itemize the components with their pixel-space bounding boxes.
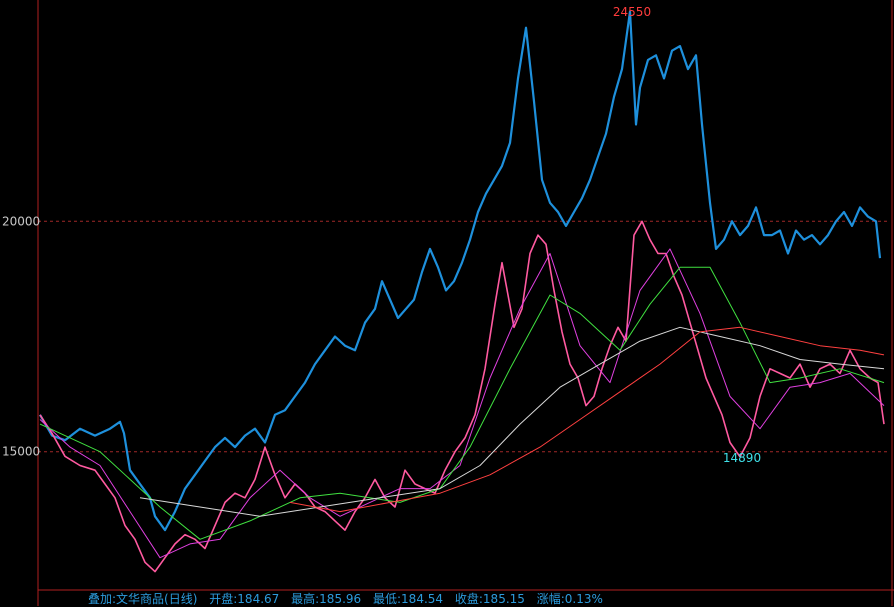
series-line-ma-mid [39, 266, 885, 540]
status-bar: 叠加:文华商品(日线) 开盘:184.67 最高:185.96 最低:184.5… [88, 590, 611, 606]
series-line-ma-short [39, 248, 885, 559]
overlay-name: 叠加:文华商品(日线) [88, 592, 198, 606]
low-annotation: 14890 [723, 451, 761, 465]
high-value: 最高:185.96 [291, 592, 362, 606]
series-line-ma-long [139, 326, 885, 517]
y-tick-labels: 15000 20000 [2, 214, 40, 458]
change-value: 涨幅:0.13% [536, 592, 603, 606]
grid-lines [38, 220, 890, 453]
y-tick-label: 20000 [2, 214, 40, 228]
open-value: 开盘:184.67 [209, 592, 280, 606]
low-value: 最低:184.54 [373, 592, 444, 606]
y-tick-label: 15000 [2, 445, 40, 459]
series-line-ma-longest [289, 326, 885, 513]
close-value: 收盘:185.15 [454, 592, 525, 606]
high-annotation: 24550 [613, 5, 651, 19]
series-line-overlay [39, 10, 882, 532]
series-line-kline [39, 220, 885, 573]
series-layer [39, 10, 885, 573]
